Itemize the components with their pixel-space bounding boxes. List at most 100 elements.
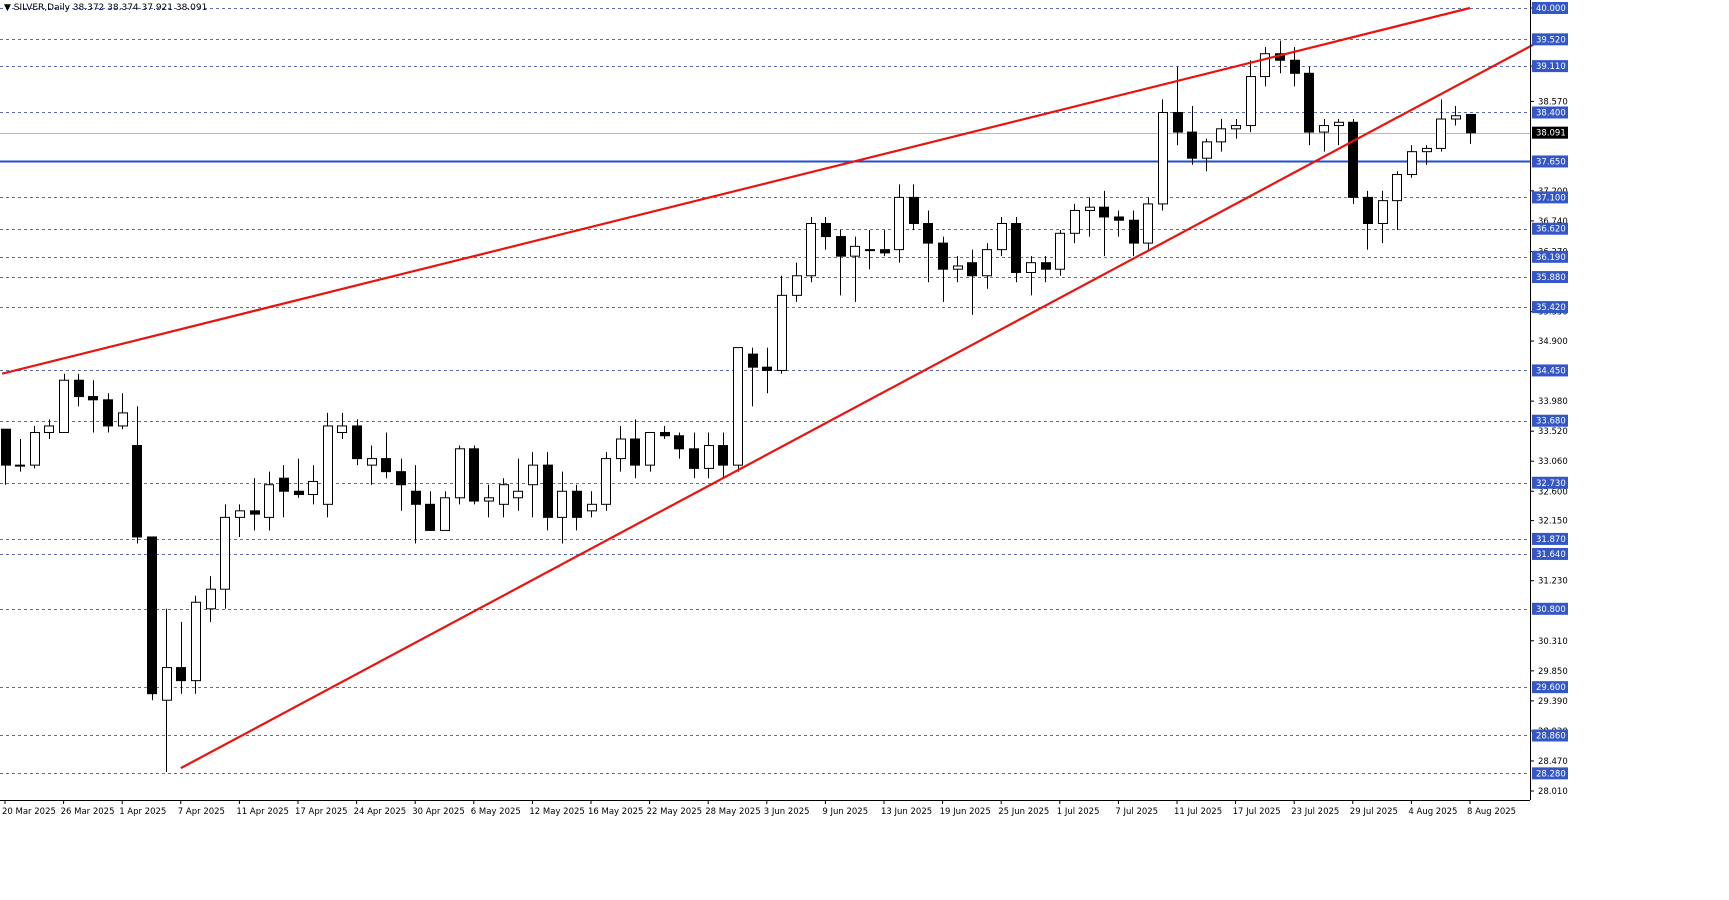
candle-body-bull — [645, 431, 655, 466]
candle-body-bull — [1451, 115, 1461, 120]
candle-body-bull — [557, 490, 567, 518]
y-tick-label: 36.740 — [1538, 217, 1568, 227]
level-badge — [1532, 60, 1568, 73]
candle-body-bear — [103, 399, 113, 427]
y-tick-label: 33.520 — [1538, 427, 1568, 437]
candle-body-bull — [15, 464, 25, 467]
x-tick-label: 22 May 2025 — [647, 807, 702, 817]
candle-body-bull — [587, 503, 597, 512]
level-badge — [1532, 729, 1568, 742]
candle-body-bull — [997, 223, 1007, 251]
level-badge — [1532, 414, 1568, 427]
candle-body-bull — [1260, 53, 1270, 78]
candle-body-bear — [1187, 131, 1197, 159]
x-tick-label: 4 Aug 2025 — [1408, 807, 1457, 817]
level-badge — [1532, 476, 1568, 489]
level-badge-label: 31.870 — [1536, 535, 1566, 545]
level-badge — [1532, 155, 1568, 168]
candle-body-bear — [689, 448, 699, 469]
candle-body-bull — [235, 510, 245, 518]
x-tick-label: 28 May 2025 — [705, 807, 760, 817]
x-tick-label: 6 May 2025 — [471, 807, 521, 817]
x-tick-label: 23 Jul 2025 — [1291, 807, 1339, 817]
axes: 40.00039.11038.57037.20036.74036.27035.3… — [0, 0, 1568, 817]
candle-body-bear — [381, 458, 391, 473]
level-badge-label: 39.520 — [1536, 35, 1566, 45]
x-tick-label: 3 Jun 2025 — [764, 807, 810, 817]
x-tick-label: 12 May 2025 — [529, 807, 584, 817]
candle-body-bull — [513, 490, 523, 499]
candle-body-bull — [1407, 151, 1417, 176]
candle-body-bear — [572, 490, 582, 518]
x-tick-label: 11 Apr 2025 — [236, 807, 289, 817]
candle-body-bull — [1070, 209, 1080, 234]
candle-body-bear — [147, 536, 157, 695]
candle-body-bull — [1158, 111, 1168, 205]
candle-body-bear — [1363, 196, 1373, 225]
candle-body-bear — [88, 396, 98, 401]
candle-body-bull — [1422, 147, 1432, 153]
candle-body-bull — [59, 379, 69, 433]
candle-body-bear — [1466, 113, 1476, 134]
level-badge-label: 35.420 — [1536, 303, 1566, 313]
candle-body-bear — [909, 196, 919, 225]
candle-body-bull — [367, 458, 377, 466]
candle-body-bull — [1334, 121, 1344, 127]
candle-body-bear — [1011, 223, 1021, 273]
x-tick-label: 30 Apr 2025 — [412, 807, 465, 817]
candle-body-bear — [1290, 59, 1300, 74]
level-badge — [1532, 106, 1568, 119]
candle-body-bear — [74, 379, 84, 398]
candle-body-bear — [132, 445, 142, 538]
candle-body-bear — [352, 425, 362, 460]
dropdown-triangle-icon[interactable]: ▼ — [4, 3, 11, 13]
candle-body-bull — [953, 265, 963, 270]
candles — [1, 40, 1476, 773]
candle-body-bull — [1378, 200, 1388, 225]
x-tick-label: 11 Jul 2025 — [1174, 807, 1222, 817]
candle-body-bull — [1231, 125, 1241, 130]
candle-body-bear — [1348, 121, 1358, 198]
candle-body-bull — [850, 245, 860, 257]
candle-body-bull — [191, 601, 201, 682]
x-tick-label: 24 Apr 2025 — [354, 807, 407, 817]
candle-body-bear — [630, 438, 640, 466]
candle-body-bear — [294, 490, 304, 496]
candle-body-bull — [1392, 174, 1402, 202]
candle-body-bear — [938, 242, 948, 270]
candle-body-bull — [1026, 262, 1036, 273]
candle-body-bear — [279, 477, 289, 492]
candle-body-bear — [1114, 216, 1124, 221]
candle-body-bull — [118, 412, 128, 427]
candle-body-bull — [704, 445, 714, 469]
level-badge-label: 30.800 — [1536, 605, 1566, 615]
y-tick-label: 38.570 — [1538, 97, 1568, 107]
x-tick-label: 19 Jun 2025 — [940, 807, 991, 817]
candle-body-bull — [220, 516, 230, 590]
level-badge-label: 31.640 — [1536, 550, 1566, 560]
level-badge-label: 37.100 — [1536, 193, 1566, 203]
candle-body-bull — [1085, 206, 1095, 211]
candle-body-bear — [1129, 219, 1139, 244]
candle-body-bull — [1246, 76, 1256, 127]
level-badge — [1532, 547, 1568, 560]
candle-body-bull — [616, 438, 626, 460]
x-tick-label: 13 Jun 2025 — [881, 807, 932, 817]
candle-body-bear — [1099, 206, 1109, 218]
level-badge — [1532, 602, 1568, 615]
level-badge — [1532, 222, 1568, 235]
level-badge — [1532, 532, 1568, 545]
candle-body-bear — [176, 667, 186, 682]
candle-body-bear — [748, 353, 758, 368]
candle-body-bull — [865, 249, 875, 252]
candle-body-bull — [601, 458, 611, 505]
candle-body-bull — [1436, 118, 1446, 149]
ohlc-values: 38.372 38.374 37.921 38.091 — [72, 3, 208, 13]
candle-body-bull — [894, 196, 904, 251]
y-tick-label: 33.060 — [1538, 457, 1568, 467]
x-tick-label: 7 Apr 2025 — [178, 807, 225, 817]
level-badge — [1532, 767, 1568, 780]
candle-body-bull — [792, 275, 802, 296]
